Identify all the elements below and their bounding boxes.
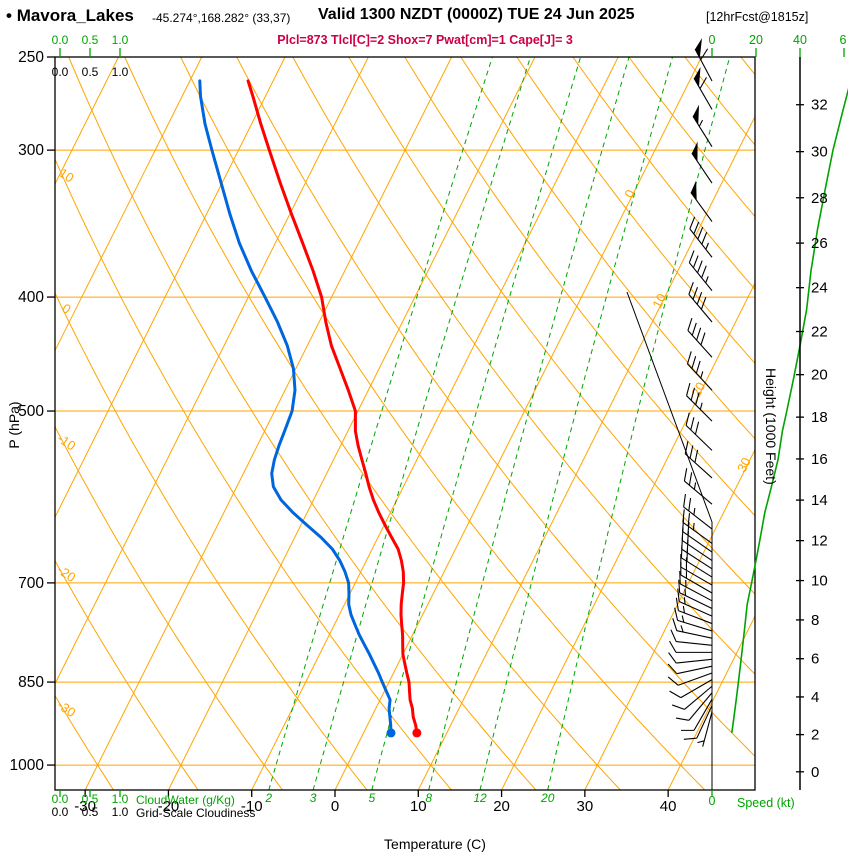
svg-text:14: 14 xyxy=(811,492,828,509)
svg-text:16: 16 xyxy=(811,451,828,468)
wind-speed-curve xyxy=(732,81,850,733)
svg-text:0.0: 0.0 xyxy=(52,805,69,819)
svg-text:6: 6 xyxy=(811,651,819,668)
profiles xyxy=(200,81,422,738)
svg-text:40: 40 xyxy=(660,798,677,815)
params-line: Plcl=873 Tlcl[C]=2 Shox=7 Pwat[cm]=1 Cap… xyxy=(0,33,850,47)
svg-text:20: 20 xyxy=(540,791,555,805)
speed-axis-title: Speed (kt) xyxy=(737,796,795,810)
svg-text:4: 4 xyxy=(811,689,819,706)
bullet-icon: • xyxy=(6,6,12,25)
svg-text:500: 500 xyxy=(18,403,44,420)
dry-adiabats xyxy=(0,57,850,790)
svg-text:22: 22 xyxy=(811,324,828,341)
svg-text:400: 400 xyxy=(18,289,44,306)
svg-text:5: 5 xyxy=(368,791,375,805)
svg-text:0.5: 0.5 xyxy=(82,805,99,819)
valid-time: Valid 1300 NZDT (0000Z) TUE 24 Jun 2025 xyxy=(318,6,635,24)
svg-text:10: 10 xyxy=(410,798,427,815)
skewt-grid xyxy=(0,57,850,790)
svg-text:850: 850 xyxy=(18,674,44,691)
forecast-tag: [12hrFcst@1815z] xyxy=(706,10,808,24)
svg-text:700: 700 xyxy=(18,575,44,592)
dewpoint-curve xyxy=(200,81,396,738)
svg-text:0: 0 xyxy=(331,798,339,815)
svg-text:30: 30 xyxy=(577,798,594,815)
svg-text:18: 18 xyxy=(811,409,828,426)
mixing-ratio-lines xyxy=(269,57,730,790)
svg-text:0: 0 xyxy=(709,794,716,808)
svg-text:0.5: 0.5 xyxy=(82,792,99,806)
cloudwater-axis-title: CloudWater (g/Kg) xyxy=(136,793,235,807)
svg-text:30: 30 xyxy=(811,144,828,161)
svg-text:12: 12 xyxy=(811,533,828,550)
svg-text:20: 20 xyxy=(493,798,510,815)
svg-text:3: 3 xyxy=(310,791,317,805)
svg-text:10: 10 xyxy=(811,573,828,590)
station-coords: -45.274°,168.282° (33,37) xyxy=(152,11,290,25)
svg-text:0.5: 0.5 xyxy=(82,65,99,79)
temperature-axis-title: Temperature (C) xyxy=(10,836,850,852)
svg-text:2: 2 xyxy=(811,727,819,744)
svg-text:2: 2 xyxy=(264,791,272,805)
svg-text:8: 8 xyxy=(811,612,819,629)
pressure-axis-title: P (hPa) xyxy=(6,395,22,455)
svg-text:1.0: 1.0 xyxy=(112,65,129,79)
svg-text:24: 24 xyxy=(811,280,828,297)
svg-text:-10: -10 xyxy=(55,431,79,454)
isotherms xyxy=(0,57,850,790)
svg-text:28: 28 xyxy=(811,190,828,207)
svg-text:32: 32 xyxy=(811,97,828,114)
svg-text:12: 12 xyxy=(473,791,487,805)
cloudiness-axis-title: Grid-Scale Cloudiness xyxy=(136,806,255,820)
temperature-curve xyxy=(248,81,421,738)
wind-column-frame xyxy=(627,292,712,790)
height-axis-title: Height (1000 Feet) xyxy=(763,368,779,480)
station-title: • Mavora_Lakes xyxy=(6,6,134,26)
svg-text:26: 26 xyxy=(811,235,828,252)
svg-text:0.0: 0.0 xyxy=(52,65,69,79)
svg-text:0: 0 xyxy=(811,764,819,781)
svg-text:1.0: 1.0 xyxy=(112,792,129,806)
svg-text:0.0: 0.0 xyxy=(52,792,69,806)
svg-text:0: 0 xyxy=(59,300,73,316)
plot-frame xyxy=(55,57,755,790)
station-name: Mavora_Lakes xyxy=(17,6,134,25)
svg-text:300: 300 xyxy=(18,142,44,159)
svg-text:250: 250 xyxy=(18,49,44,66)
svg-text:1.0: 1.0 xyxy=(112,805,129,819)
svg-text:1000: 1000 xyxy=(10,757,45,774)
svg-text:20: 20 xyxy=(811,367,828,384)
